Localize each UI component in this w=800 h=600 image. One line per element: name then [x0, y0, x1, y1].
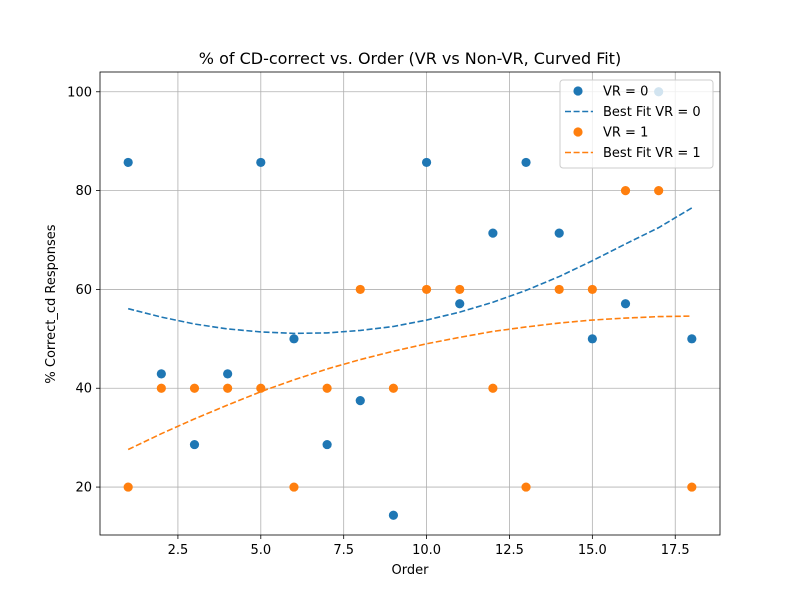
y-tick-label: 100	[67, 85, 92, 100]
legend-label: VR = 1	[603, 126, 648, 141]
scatter-point	[156, 383, 166, 393]
plot-frame	[99, 71, 721, 536]
y-axis-label: % Correct_cd Responses	[44, 224, 59, 383]
scatter-point	[455, 284, 465, 295]
scatter-point	[189, 383, 200, 393]
legend-label: Best Fit VR = 0	[603, 105, 701, 120]
scatter-point	[421, 157, 432, 168]
scatter-point	[388, 383, 399, 393]
scatter-point	[223, 369, 233, 379]
legend-marker	[573, 86, 583, 96]
scatter-point	[421, 284, 432, 295]
y-axis-ticks: 20 40 60 80 100	[67, 85, 100, 496]
x-tick-label: 17.5	[661, 543, 690, 558]
scatter-point	[521, 157, 531, 168]
scatter-point	[388, 510, 399, 520]
y-tick-label: 60	[75, 283, 92, 298]
data-points	[123, 87, 697, 520]
scatter-point	[256, 157, 266, 168]
scatter-point	[620, 185, 631, 196]
y-tick-label: 40	[75, 382, 92, 397]
scatter-point	[289, 482, 299, 492]
scatter-point	[620, 299, 631, 309]
x-tick-label: 10.0	[412, 543, 441, 558]
x-tick-label: 2.5	[168, 543, 189, 558]
fit-curve	[127, 207, 693, 335]
scatter-point	[355, 396, 365, 406]
fit-curves	[127, 207, 693, 451]
y-tick-label: 20	[75, 481, 92, 496]
scatter-point	[554, 284, 564, 295]
legend-box	[559, 79, 714, 169]
grid	[100, 72, 720, 535]
x-axis-ticks: 2.5 5.0 7.5 10.0 12.5 15.0 17.5	[168, 535, 690, 558]
scatter-point	[355, 284, 365, 295]
chart-title: % of CD-correct vs. Order (VR vs Non-VR,…	[199, 49, 621, 68]
scatter-point	[123, 482, 133, 492]
scatter-point	[455, 299, 465, 309]
scatter-point	[223, 383, 233, 393]
scatter-point	[587, 334, 597, 344]
fit-curve	[127, 315, 692, 451]
scatter-point	[488, 228, 498, 238]
x-tick-label: 15.0	[578, 543, 607, 558]
legend: VR = 0 Best Fit VR = 0 VR = 1 Best Fit VR =…	[559, 79, 714, 169]
y-tick-label: 80	[75, 184, 92, 199]
x-axis-label: Order	[392, 563, 430, 578]
scatter-point	[123, 157, 133, 168]
scatter-point	[289, 334, 299, 344]
scatter-point	[587, 284, 597, 295]
legend-marker	[573, 127, 583, 137]
scatter-point	[156, 369, 166, 379]
scatter-point	[654, 185, 664, 196]
legend-label: Best Fit VR = 1	[603, 146, 701, 161]
scatter-point	[322, 383, 332, 393]
scatter-point	[322, 439, 332, 450]
scatter-point	[554, 228, 564, 238]
x-tick-label: 5.0	[250, 543, 271, 558]
x-tick-label: 7.5	[333, 543, 354, 558]
scatter-point	[687, 482, 697, 492]
scatter-point	[687, 334, 697, 344]
scatter-point	[488, 383, 498, 393]
scatter-point	[189, 439, 200, 450]
scatter-point	[521, 482, 531, 492]
scatter-point	[256, 383, 266, 393]
x-tick-label: 12.5	[495, 543, 524, 558]
legend-label: VR = 0	[603, 85, 648, 100]
